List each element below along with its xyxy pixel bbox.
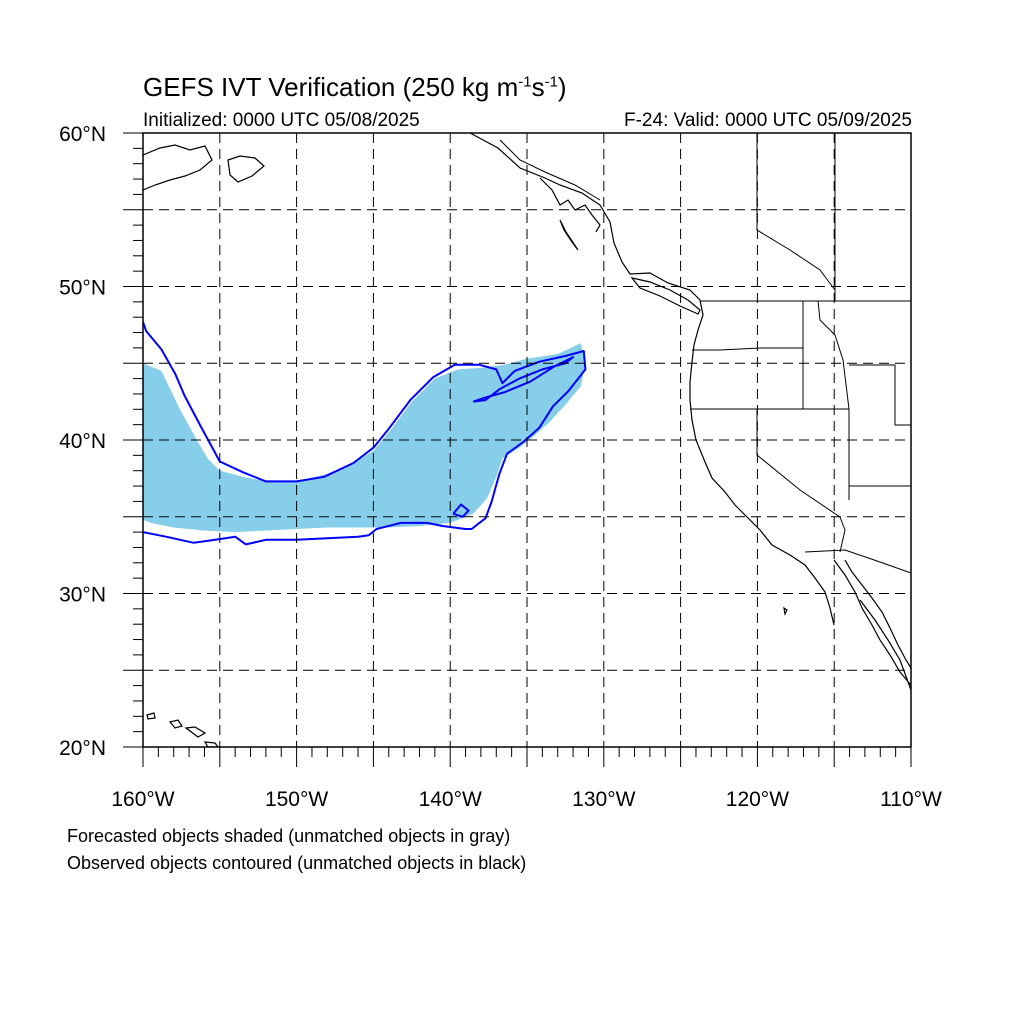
border-us-mexico xyxy=(804,549,911,574)
forecast-ivt-object xyxy=(143,343,586,533)
island-hawaii-4 xyxy=(203,741,219,747)
lat-tick-label: 40°N xyxy=(59,430,106,453)
lon-tick-label: 110°W xyxy=(880,788,942,811)
lat-tick-label: 20°N xyxy=(59,737,106,760)
lat-tick-label: 30°N xyxy=(59,584,106,607)
axis-labels: 160°W 150°W 140°W 130°W 120°W 110°W 20°N 30°N 40… xyxy=(59,123,942,811)
island-kodiak xyxy=(227,155,265,183)
observed-contour-small-loop xyxy=(452,503,470,518)
lon-tick-label: 150°W xyxy=(265,788,328,811)
forecast-note: Forecasted objects shaded (unmatched obj… xyxy=(67,826,511,846)
coastline-north-america xyxy=(469,133,835,626)
observed-contour-main xyxy=(143,321,587,546)
axis-ticks xyxy=(123,132,912,767)
initialized-time: Initialized: 0000 UTC 05/08/2025 xyxy=(143,110,420,131)
coastline-baja xyxy=(833,559,911,686)
observed-contour-inner-loop xyxy=(472,356,575,403)
border-canada-alaska xyxy=(499,139,601,201)
island-hawaii-3 xyxy=(184,726,207,738)
lat-tick-label: 60°N xyxy=(59,123,106,146)
island-vancouver xyxy=(630,277,701,315)
border-canada-provinces xyxy=(756,133,836,291)
border-wyoming xyxy=(849,364,911,426)
political-borders-layer xyxy=(499,133,911,574)
lon-tick-label: 130°W xyxy=(572,788,635,811)
island-haida-gwaii xyxy=(559,219,579,251)
observed-note: Observed objects contoured (unmatched ob… xyxy=(67,853,527,873)
islands-alaska-panhandle xyxy=(539,177,601,233)
lon-tick-label: 160°W xyxy=(111,788,174,811)
lon-tick-label: 120°W xyxy=(726,788,789,811)
border-arizona-california xyxy=(839,516,846,553)
observed-contour-layer xyxy=(143,321,587,546)
border-washington-oregon xyxy=(692,347,803,351)
lon-tick-label: 140°W xyxy=(419,788,482,811)
lat-tick-label: 50°N xyxy=(59,277,106,300)
forecast-object-layer xyxy=(143,343,586,533)
border-nevada-california xyxy=(756,409,841,518)
map-title: GEFS IVT Verification (250 kg m-1s-1) xyxy=(143,72,567,102)
island-guadalupe xyxy=(783,606,788,616)
lat-lon-grid xyxy=(143,133,911,747)
border-idaho-montana xyxy=(817,300,850,410)
island-hawaii-2 xyxy=(168,719,183,729)
coastline-alaska xyxy=(143,144,213,191)
valid-time: F-24: Valid: 0000 UTC 05/09/2025 xyxy=(624,110,912,131)
coastline-gulf-of-california xyxy=(844,559,911,669)
island-hawaii-1 xyxy=(146,712,156,720)
